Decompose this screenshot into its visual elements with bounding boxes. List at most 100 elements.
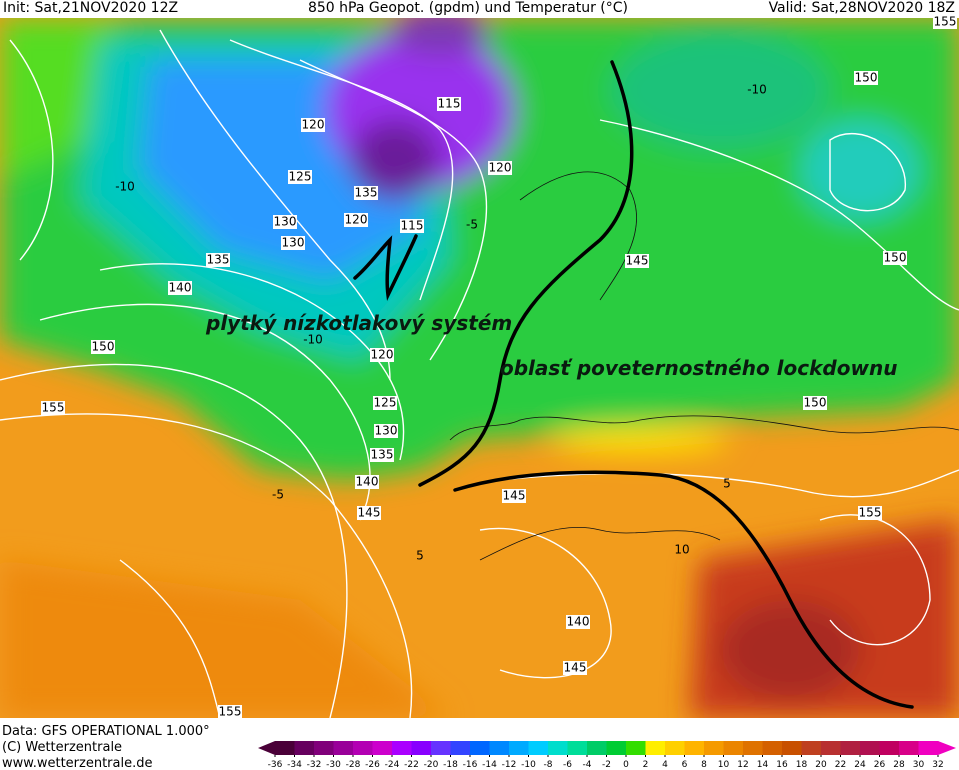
colorbar-label: 10 xyxy=(718,760,730,770)
label-box xyxy=(437,97,461,111)
footer-text: Data: GFS OPERATIONAL 1.000° xyxy=(2,724,210,739)
init-time: Init: Sat,21NOV2020 12Z xyxy=(3,0,178,16)
colorbar-label: -10 xyxy=(521,760,536,770)
contour-label: 150 xyxy=(855,71,878,85)
contour-label: 145 xyxy=(358,506,381,520)
colorbar-label: -36 xyxy=(268,760,283,770)
contour-label: 5 xyxy=(416,549,424,563)
colorbar-segment xyxy=(879,741,900,755)
contour-label: -10 xyxy=(303,333,323,347)
contour-label: 155 xyxy=(42,401,65,415)
contour-label: 150 xyxy=(884,251,907,265)
contour-label: 150 xyxy=(92,340,115,354)
label-box xyxy=(273,215,297,229)
colorbar-label: 22 xyxy=(835,760,846,770)
colorbar-segment xyxy=(567,741,588,755)
label-box xyxy=(168,281,192,295)
colorbar-segment xyxy=(801,741,822,755)
map-title: 850 hPa Geopot. (gpdm) und Temperatur (°… xyxy=(308,0,628,16)
label-box xyxy=(281,236,305,250)
contour-label: 10 xyxy=(674,543,689,557)
label-box xyxy=(374,424,398,438)
label-box xyxy=(373,396,397,410)
colorbar-segment xyxy=(684,741,705,755)
colorbar-label: 26 xyxy=(874,760,886,770)
label-box xyxy=(854,71,878,85)
label-box xyxy=(206,253,230,267)
label-box xyxy=(370,348,394,362)
label-box xyxy=(625,254,649,268)
colorbar-label: -8 xyxy=(544,760,553,770)
label-box xyxy=(301,118,325,132)
colorbar-label: 20 xyxy=(815,760,827,770)
label-box xyxy=(488,161,512,175)
contour-label: 145 xyxy=(503,489,526,503)
contour-label: 120 xyxy=(345,213,368,227)
label-box xyxy=(355,475,379,489)
colorbar-label: -22 xyxy=(404,760,419,770)
contour-label: 145 xyxy=(564,661,587,675)
label-box xyxy=(91,340,115,354)
contour-label: 125 xyxy=(374,396,397,410)
contour-label: 130 xyxy=(282,236,305,250)
colorbar-segment xyxy=(528,741,549,755)
contour-label: 120 xyxy=(371,348,394,362)
colorbar-label: -24 xyxy=(385,760,400,770)
colorbar-label: -32 xyxy=(307,760,322,770)
label-box xyxy=(400,219,424,233)
colorbar-segment xyxy=(333,741,354,755)
colorbar-label: 8 xyxy=(701,760,707,770)
label-box xyxy=(502,489,526,503)
contour-label: 5 xyxy=(723,477,731,491)
annotation: plytký nízkotlakový systém xyxy=(205,311,512,335)
colorbar-label: 0 xyxy=(623,760,629,770)
contour-label: 135 xyxy=(207,253,230,267)
colorbar-segment xyxy=(275,741,295,755)
colorbar-label: 12 xyxy=(737,760,748,770)
label-box xyxy=(933,15,957,29)
contour-label: 145 xyxy=(626,254,649,268)
colorbar-label: 28 xyxy=(893,760,905,770)
colorbar-label: -30 xyxy=(326,760,341,770)
contour-label: 140 xyxy=(169,281,192,295)
colorbar-label: 24 xyxy=(854,760,866,770)
colorbar-segment xyxy=(860,741,880,755)
colorbar-label: 18 xyxy=(796,760,808,770)
label-box xyxy=(566,615,590,629)
colorbar-segment xyxy=(723,741,744,755)
colorbar-segment xyxy=(918,741,939,755)
label-box xyxy=(370,448,394,462)
colorbar-segment xyxy=(821,741,841,755)
contour-label: 150 xyxy=(804,396,827,410)
colorbar-segment xyxy=(509,741,529,755)
colorbar-label: 6 xyxy=(682,760,688,770)
colorbar-segment xyxy=(665,741,685,755)
label-box xyxy=(288,170,312,184)
contour-label: 140 xyxy=(356,475,379,489)
colorbar-segment xyxy=(353,741,373,755)
colorbar-arrow xyxy=(938,741,956,755)
colorbar-label: 16 xyxy=(776,760,788,770)
colorbar-label: 4 xyxy=(662,760,668,770)
colorbar-arrow xyxy=(258,741,275,755)
label-box xyxy=(858,506,882,520)
contour-label: 120 xyxy=(302,118,325,132)
colorbar-label: -28 xyxy=(346,760,361,770)
footer-text: (C) Wetterzentrale xyxy=(2,740,122,755)
colorbar-label: -26 xyxy=(365,760,380,770)
label-box xyxy=(354,186,378,200)
colorbar-segment xyxy=(704,741,724,755)
label-box xyxy=(883,251,907,265)
colorbar-segment xyxy=(392,741,412,755)
colorbar-label: -18 xyxy=(443,760,458,770)
colorbar-label: -4 xyxy=(583,760,592,770)
colorbar-segment xyxy=(450,741,471,755)
colorbar-label: -6 xyxy=(563,760,572,770)
contour-label: 130 xyxy=(274,215,297,229)
contour-label: -5 xyxy=(272,488,284,502)
label-box xyxy=(357,506,381,520)
colorbar-label: 30 xyxy=(913,760,925,770)
colorbar-label: -12 xyxy=(502,760,517,770)
colorbar-segment xyxy=(899,741,919,755)
